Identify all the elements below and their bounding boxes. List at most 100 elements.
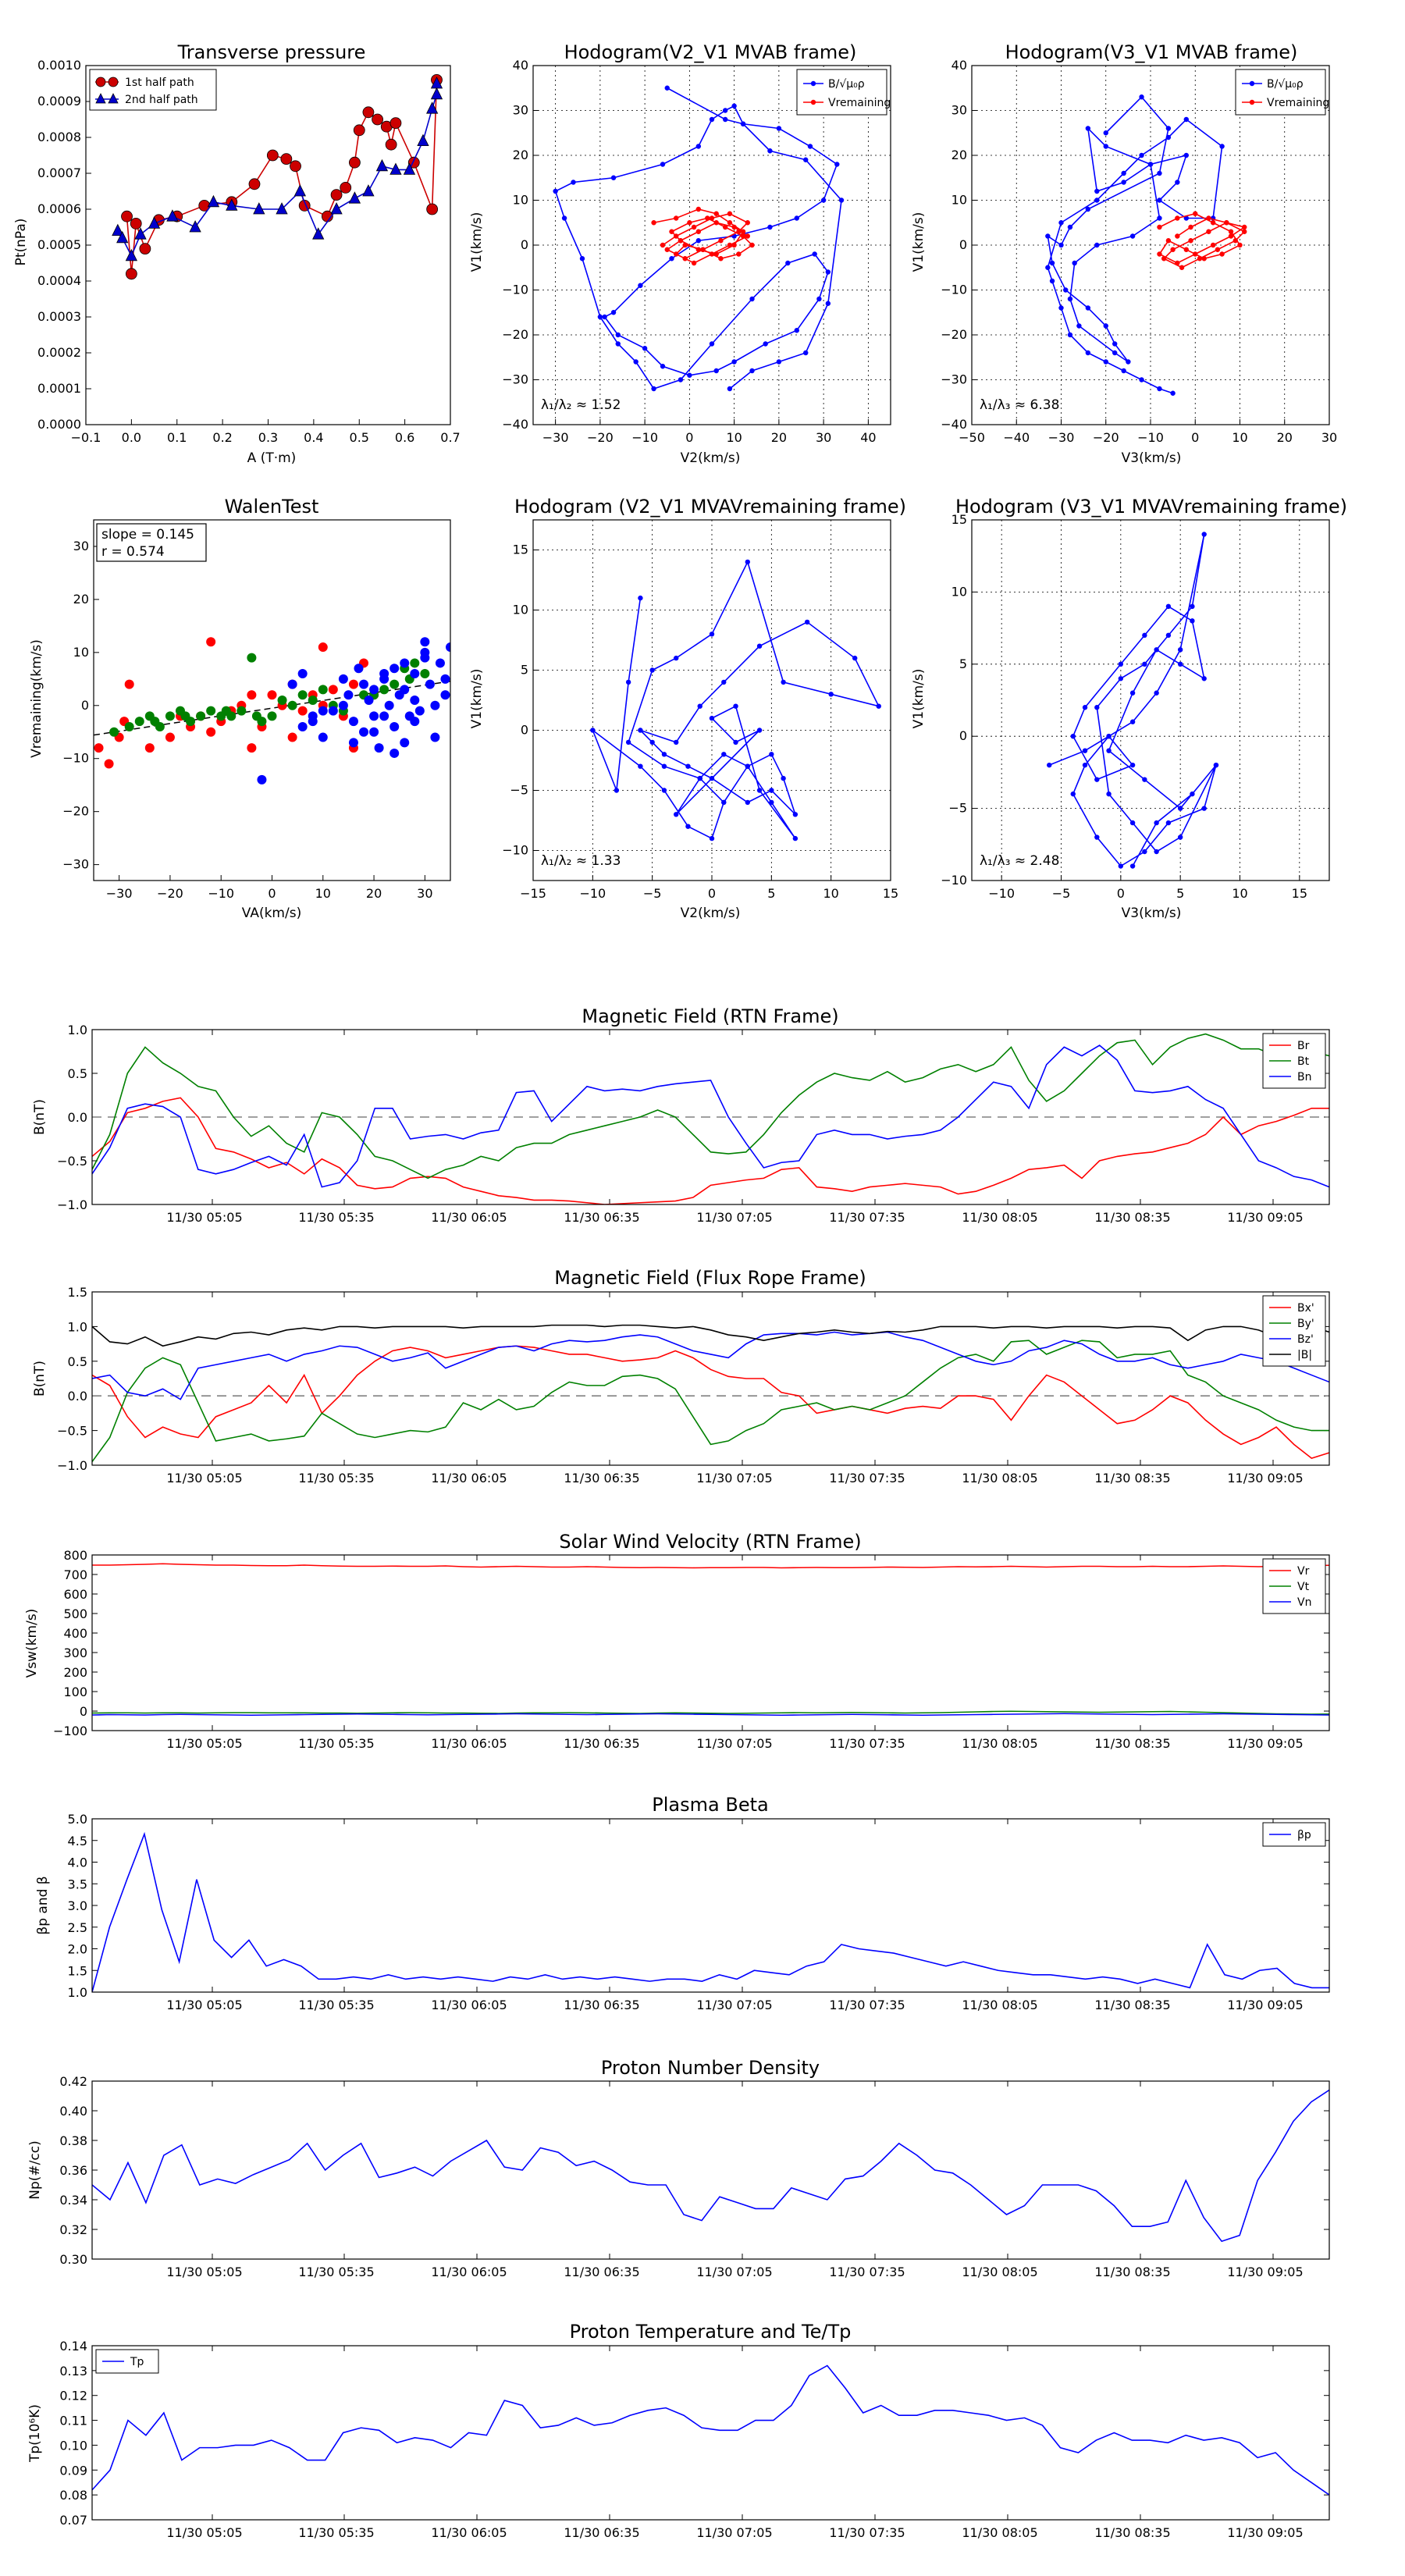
magnetic-field-rtn-title: Magnetic Field (RTN Frame) [582,1005,838,1027]
data-point [369,685,379,695]
data-point [400,658,410,668]
data-point [189,220,201,233]
legend-label-2: Vremaining [1267,97,1329,109]
y-tick-label: −100 [53,1724,87,1738]
data-point [206,727,216,737]
data-point [121,210,133,222]
data-point [277,696,287,705]
plot-frame [91,2080,1330,2260]
hodogram-point [1142,661,1147,667]
y-tick-label: −5 [948,801,967,816]
solar-wind-velocity-ylabel: Vsw(km/s) [24,1609,40,1678]
plot-data [1045,94,1247,396]
data-point [374,743,384,753]
hodogram-point [740,229,746,234]
data-point [426,101,439,114]
hodogram-point [745,763,750,769]
hodogram-point [763,341,768,347]
hodogram-point [687,372,692,378]
magnetic-field-flux-rope-title: Magnetic Field (Flux Rope Frame) [554,1267,866,1289]
hodogram-point [615,341,621,347]
hodogram-point [733,739,738,745]
y-tick-label: 1.0 [68,1319,87,1334]
hodogram-point [638,283,643,288]
plot-data [1047,532,1219,869]
hodogram-point [820,197,827,203]
y-tick-label: 30 [513,103,528,118]
data-point [440,674,450,684]
hodogram-point [1049,260,1055,266]
y-tick-label: 20 [951,148,967,162]
hodogram-point [1106,791,1112,797]
y-tick-label: −0.5 [57,1424,87,1439]
legend: 1st half path 2nd half path [89,69,217,111]
hodogram-point [1139,152,1144,158]
hodogram-point [756,788,763,793]
hodogram-point [749,296,755,302]
hodogram-point [709,116,715,123]
y-tick-label: 0.42 [59,2074,87,2089]
time-tick-label: 11/30 07:05 [696,1998,772,2012]
hodogram-point [1157,224,1162,230]
hodogram-point [1188,224,1193,230]
y-tick-label: −20 [62,804,89,819]
data-point [430,87,443,100]
time-tick-label: 11/30 05:35 [298,1736,374,1751]
data-point [266,149,279,162]
y-tick-label: 800 [63,1548,87,1563]
time-tick-label: 11/30 09:05 [1227,1471,1303,1485]
hodogram-v2-v1-mvav-ylabel: V1(km/s) [469,669,485,729]
time-tick-label: 11/30 05:35 [298,2265,374,2279]
data-point [359,727,369,737]
hodogram-v2-v1-mvav-title: Hodogram (V2_V1 MVAVremaining frame) [514,496,906,518]
y-tick-label: 0.0001 [37,381,81,396]
legend-box [1262,1295,1326,1367]
hodogram-point [674,812,679,817]
hodogram-line-1 [591,560,880,840]
y-tick-label: 0.0003 [37,309,81,324]
hodogram-point [1082,705,1088,710]
hodogram-point [691,260,697,266]
time-tick-label: 11/30 05:05 [166,1998,242,2012]
y-tick-label: 0 [80,1704,87,1719]
series-line-br [92,1097,1329,1204]
hodogram-point [718,238,724,244]
hodogram-point [713,220,719,226]
hodogram-point [727,211,733,216]
y-tick-label: 1.0 [68,1985,87,2000]
correlation-annotation: r = 0.574 [101,544,165,560]
hodogram-point [1085,126,1091,131]
data-point [116,230,129,244]
hodogram-v3-v1-mvab-ylabel: V1(km/s) [911,212,927,272]
y-tick-label: 20 [73,592,89,607]
hodogram-point [561,215,567,221]
legend-marker-2 [810,99,816,105]
data-point [180,711,190,721]
hodogram-point [664,85,670,91]
data-point [410,696,420,705]
data-point [338,700,348,710]
series-line-p [92,1831,1329,1992]
y-tick-label: 3.5 [68,1877,87,1891]
hodogram-point [745,233,750,239]
x-tick-label: 20 [1277,430,1293,445]
time-tick-label: 11/30 06:35 [564,2265,639,2279]
x-tick-label: 0.5 [350,430,369,445]
data-point [369,711,379,721]
hodogram-point [1058,242,1064,248]
hodogram-point [1082,748,1088,753]
hodogram-point [785,260,791,266]
x-tick-label: −0.1 [71,430,101,445]
time-tick-label: 11/30 08:05 [962,2525,1037,2540]
time-tick-label: 11/30 08:35 [1094,1471,1170,1485]
hodogram-point [1179,265,1185,270]
time-tick-label: 11/30 09:05 [1227,1210,1303,1225]
hodogram-point [1085,305,1091,311]
y-tick-label: −20 [502,327,528,342]
data-point [379,669,389,679]
hodogram-point [733,703,738,709]
plot-frame [91,1818,1330,1993]
eigenvalue-ratio-annotation: λ₁/λ₃ ≈ 6.38 [980,397,1059,413]
hodogram-point [769,752,774,757]
series-line-bx [92,1345,1329,1460]
